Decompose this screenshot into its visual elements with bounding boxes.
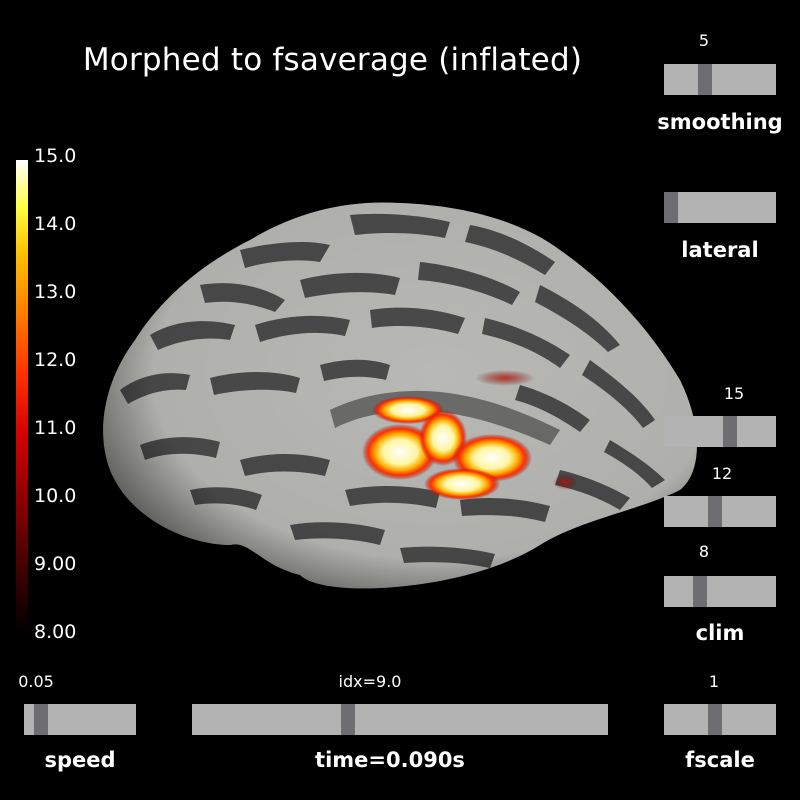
clim-mid-value: 12 [711,464,733,483]
speed-slider-handle[interactable] [33,704,48,735]
colorbar [16,160,28,632]
smoothing-slider[interactable] [664,64,776,95]
fscale-slider-handle[interactable] [708,704,723,735]
clim-high-value: 15 [723,384,745,403]
fscale-value: 1 [708,672,720,691]
time-slider-handle[interactable] [340,704,355,735]
colorbar-tick: 9.00 [34,553,77,575]
colorbar-tick: 10.0 [34,485,77,507]
colorbar-tick: 11.0 [34,417,77,439]
colorbar-tick: 8.00 [34,621,77,643]
view-label: lateral [681,238,759,262]
clim-mid-slider[interactable] [664,496,776,527]
fscale-label: fscale [685,748,755,772]
speed-label: speed [44,748,116,772]
speed-value: 0.05 [18,672,54,691]
smoothing-label: smoothing [657,110,783,134]
clim-low-slider-handle[interactable] [693,576,708,607]
brain-hemisphere [103,202,697,589]
colorbar-tick: 14.0 [34,213,77,235]
speed-slider[interactable] [24,704,136,735]
colorbar-tick: 15.0 [34,145,77,167]
colorbar-tick: 12.0 [34,349,77,371]
clim-low-slider[interactable] [664,576,776,607]
clim-mid-slider-handle[interactable] [708,496,723,527]
clim-low-value: 8 [698,542,710,561]
smoothing-value: 5 [698,31,710,50]
fscale-slider[interactable] [664,704,776,735]
plot-title: Morphed to fsaverage (inflated) [82,42,583,78]
clim-high-slider[interactable] [664,416,776,447]
view-slider-handle[interactable] [664,192,678,223]
view-slider[interactable] [664,192,776,223]
smoothing-slider-handle[interactable] [698,64,713,95]
clim-label: clim [695,621,745,645]
time-slider[interactable] [192,704,608,735]
time-index-value: idx=9.0 [338,672,402,691]
time-label: time=0.090s [315,748,465,772]
colorbar-tick: 13.0 [34,281,77,303]
clim-high-slider-handle[interactable] [722,416,737,447]
activation-overlay [362,370,577,500]
